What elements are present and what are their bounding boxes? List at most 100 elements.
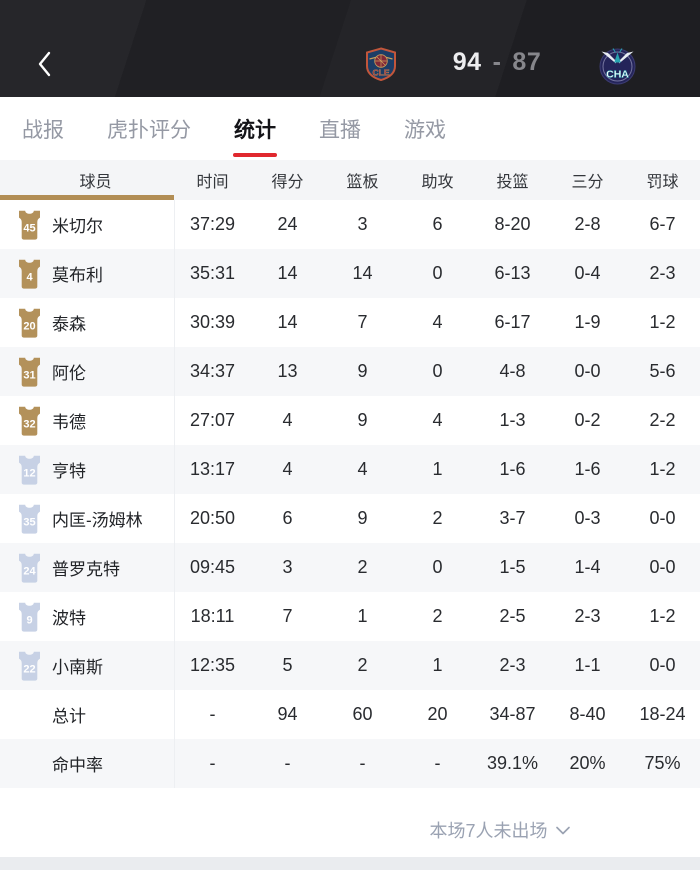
tab-2[interactable]: 统计 [233, 97, 277, 160]
stat-cell: 14 [277, 312, 298, 332]
stat-cell: 0 [432, 557, 443, 577]
stat-cell: 2 [432, 508, 443, 528]
home-team-logo[interactable]: CLE [364, 47, 398, 82]
stat-cell: 0-0 [649, 557, 676, 577]
jersey-icon: 20 [19, 308, 40, 338]
stat-cell: 0 [432, 361, 443, 381]
player-row[interactable]: 24 普罗克特 09:45 3 2 0 1-5 1-4 0-0 [0, 543, 700, 592]
cha-hornet-icon: CHA [599, 48, 636, 85]
tab-0[interactable]: 战报 [22, 97, 64, 160]
back-button[interactable] [36, 50, 54, 78]
player-cell: 32 韦德 [0, 396, 175, 445]
stat-cell: 2-2 [649, 410, 676, 430]
stat-cell: 2-3 [574, 606, 601, 626]
stat-cell: 18:11 [190, 606, 235, 626]
stat-cell: 6-17 [494, 312, 531, 332]
jersey-icon: 32 [19, 406, 40, 436]
player-name: 普罗克特 [52, 560, 120, 579]
jersey-icon: 24 [19, 553, 40, 583]
column-header: 时间 [196, 174, 229, 191]
svg-text:24: 24 [23, 565, 36, 577]
player-row[interactable]: 32 韦德 27:07 4 9 4 1-3 0-2 2-2 [0, 396, 700, 445]
tab-1[interactable]: 虎扑评分 [107, 97, 191, 160]
stat-cell: 35:31 [189, 263, 236, 283]
stat-cell: 6-13 [494, 263, 531, 283]
stat-cell: - [284, 753, 291, 773]
stat-cell: 4 [282, 459, 293, 479]
player-row[interactable]: 9 波特 18:11 7 1 2 2-5 2-3 1-2 [0, 592, 700, 641]
stat-cell: 20% [569, 753, 606, 773]
stat-cell: 09:45 [189, 557, 236, 577]
stat-cell: 39.1% [486, 753, 539, 773]
stat-cell: 1-1 [574, 655, 601, 675]
stats-table-body: 45 米切尔 37:29 24 3 6 8-20 2-8 6-7 4 莫布利 35:31 14 14 0 6-… [0, 200, 700, 788]
stat-cell: 0-4 [574, 263, 601, 283]
summary-row[interactable]: 总计 - 94 60 20 34-87 8-40 18-24 [0, 690, 700, 739]
summary-row[interactable]: 命中率 - - - - 39.1% 20% 75% [0, 739, 700, 788]
stat-cell: 1 [357, 606, 368, 626]
table-footer: 本场7人未出场 [0, 788, 700, 857]
svg-text:12: 12 [23, 467, 35, 479]
tab-3[interactable]: 直播 [319, 97, 361, 160]
player-cell: 31 阿伦 [0, 347, 175, 396]
stat-cell: 4 [432, 410, 443, 430]
summary-label: 命中率 [52, 756, 103, 775]
svg-text:32: 32 [23, 418, 35, 430]
stat-cell: 8-20 [494, 214, 531, 234]
tab-4[interactable]: 游戏 [404, 97, 446, 160]
player-name: 小南斯 [52, 658, 103, 677]
away-score: 87 [512, 48, 542, 76]
player-name: 泰森 [52, 315, 86, 334]
stat-cell: 3 [357, 214, 368, 234]
player-row[interactable]: 22 小南斯 12:35 5 2 1 2-3 1-1 0-0 [0, 641, 700, 690]
player-row[interactable]: 35 内匡-汤姆林 20:50 6 9 2 3-7 0-3 0-0 [0, 494, 700, 543]
stat-cell: 0-2 [574, 410, 601, 430]
svg-text:35: 35 [23, 516, 35, 528]
player-row[interactable]: 45 米切尔 37:29 24 3 6 8-20 2-8 6-7 [0, 200, 700, 249]
player-name: 波特 [52, 609, 86, 628]
column-header: 得分 [271, 174, 304, 191]
tab-label: 战报 [22, 118, 64, 142]
stat-cell: 0 [432, 263, 443, 283]
stat-cell: 24 [277, 214, 298, 234]
stat-cell: 13:17 [189, 459, 236, 479]
jersey-icon: 31 [19, 357, 40, 387]
stat-cell: 60 [352, 704, 373, 724]
player-name: 莫布利 [52, 266, 103, 285]
player-row[interactable]: 20 泰森 30:39 14 7 4 6-17 1-9 1-2 [0, 298, 700, 347]
stat-cell: 1-2 [649, 459, 676, 479]
stat-cell: 9 [357, 508, 368, 528]
stat-cell: 4 [432, 312, 443, 332]
stat-cell: 30:39 [189, 312, 236, 332]
stat-cell: 18-24 [639, 704, 686, 724]
player-cell: 命中率 [0, 739, 175, 788]
player-row[interactable]: 12 亨特 13:17 4 4 1 1-6 1-6 1-2 [0, 445, 700, 494]
jersey-icon: 35 [19, 504, 40, 534]
stat-cell: 94 [277, 704, 298, 724]
section-tab-bar: 战报 虎扑评分 统计 直播 游戏 [0, 97, 700, 160]
stat-cell: 1-2 [649, 606, 676, 626]
player-cell: 20 泰森 [0, 298, 175, 347]
stat-cell: 0-0 [649, 508, 676, 528]
stat-cell: - [359, 753, 366, 773]
tab-label: 统计 [234, 118, 276, 142]
player-row[interactable]: 4 莫布利 35:31 14 14 0 6-13 0-4 2-3 [0, 249, 700, 298]
dnp-expander[interactable]: 本场7人未出场 [429, 817, 570, 843]
dnp-note: 本场7人未出场 [429, 821, 548, 841]
stat-cell: 5-6 [649, 361, 676, 381]
stat-cell: 6 [282, 508, 293, 528]
svg-text:45: 45 [23, 222, 35, 234]
player-row[interactable]: 31 阿伦 34:37 13 9 0 4-8 0-0 5-6 [0, 347, 700, 396]
summary-label: 总计 [52, 707, 86, 726]
stat-cell: - [434, 753, 441, 773]
player-cell: 24 普罗克特 [0, 543, 175, 592]
team-tab-indicator [0, 195, 174, 200]
stat-cell: 14 [352, 263, 373, 283]
jersey-icon: 45 [19, 210, 40, 240]
column-header: 三分 [571, 174, 604, 191]
stat-cell: 8-40 [569, 704, 606, 724]
stat-cell: 1-2 [649, 312, 676, 332]
player-cell: 12 亨特 [0, 445, 175, 494]
away-team-logo[interactable]: CHA [597, 44, 638, 86]
stat-cell: 7 [357, 312, 368, 332]
